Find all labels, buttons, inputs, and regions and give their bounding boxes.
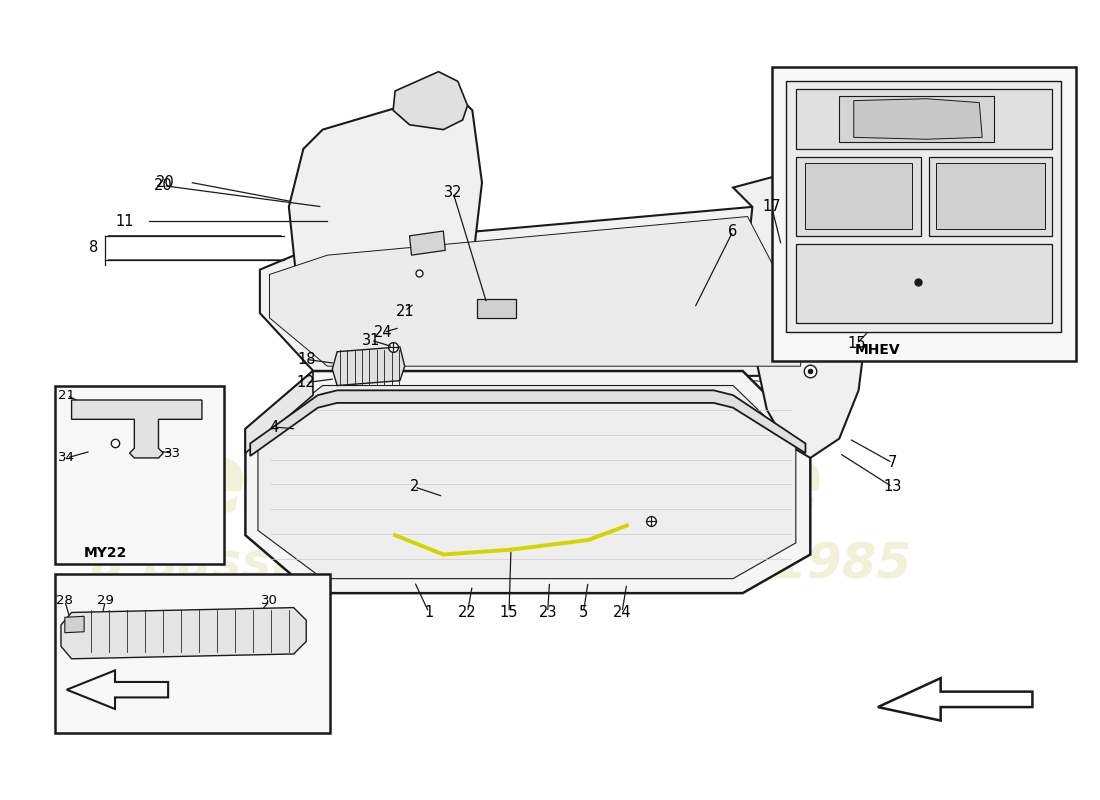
Text: 29: 29 (97, 594, 113, 607)
Polygon shape (270, 217, 801, 366)
Polygon shape (289, 91, 482, 333)
Polygon shape (795, 157, 922, 236)
Polygon shape (409, 231, 446, 255)
Text: 21: 21 (395, 304, 414, 318)
Polygon shape (839, 96, 993, 142)
Text: 23: 23 (538, 605, 557, 620)
Text: a passion for cars since 1985: a passion for cars since 1985 (91, 540, 912, 588)
Text: 17: 17 (762, 199, 781, 214)
Polygon shape (805, 163, 912, 229)
Polygon shape (257, 386, 795, 578)
Text: 7: 7 (888, 455, 898, 470)
Text: 22: 22 (458, 605, 477, 620)
Polygon shape (936, 163, 1045, 229)
Text: 1: 1 (425, 605, 433, 620)
Text: 8: 8 (89, 240, 98, 255)
Text: 13: 13 (883, 479, 902, 494)
Polygon shape (930, 157, 1052, 236)
Bar (772, 67, 1076, 362)
Polygon shape (786, 82, 1062, 333)
Polygon shape (250, 390, 805, 456)
Polygon shape (65, 616, 84, 633)
Bar (55, 574, 330, 733)
Polygon shape (393, 72, 468, 130)
Text: MHEV: MHEV (855, 342, 901, 357)
Text: MY22: MY22 (84, 546, 128, 559)
Polygon shape (795, 89, 1052, 149)
Text: 12: 12 (297, 375, 316, 390)
Text: 32: 32 (443, 185, 462, 200)
Text: 24: 24 (374, 325, 393, 340)
Text: 28: 28 (56, 594, 74, 607)
Polygon shape (60, 608, 306, 658)
Text: 15: 15 (847, 337, 866, 351)
Text: 15: 15 (499, 605, 518, 620)
Text: 2: 2 (409, 479, 419, 494)
Polygon shape (245, 371, 314, 453)
Text: 30: 30 (261, 594, 278, 607)
Text: 4: 4 (270, 419, 279, 434)
Text: 31: 31 (362, 333, 381, 348)
Polygon shape (854, 98, 982, 139)
Text: 11: 11 (116, 214, 134, 229)
Polygon shape (477, 298, 516, 318)
Text: 6: 6 (728, 223, 738, 238)
Text: 18: 18 (297, 352, 316, 367)
Text: euromotive: euromotive (178, 438, 824, 535)
Text: 24: 24 (613, 605, 631, 620)
Text: 34: 34 (58, 451, 75, 465)
Polygon shape (260, 207, 811, 376)
Polygon shape (795, 243, 1052, 322)
Text: 20: 20 (154, 178, 173, 193)
Polygon shape (72, 400, 202, 458)
Polygon shape (733, 168, 868, 458)
Polygon shape (332, 347, 405, 386)
Text: 33: 33 (165, 446, 182, 460)
Text: 20: 20 (156, 175, 175, 190)
Text: 5: 5 (579, 605, 588, 620)
Text: 21: 21 (58, 389, 75, 402)
Bar (55, 386, 224, 564)
Polygon shape (245, 371, 811, 593)
